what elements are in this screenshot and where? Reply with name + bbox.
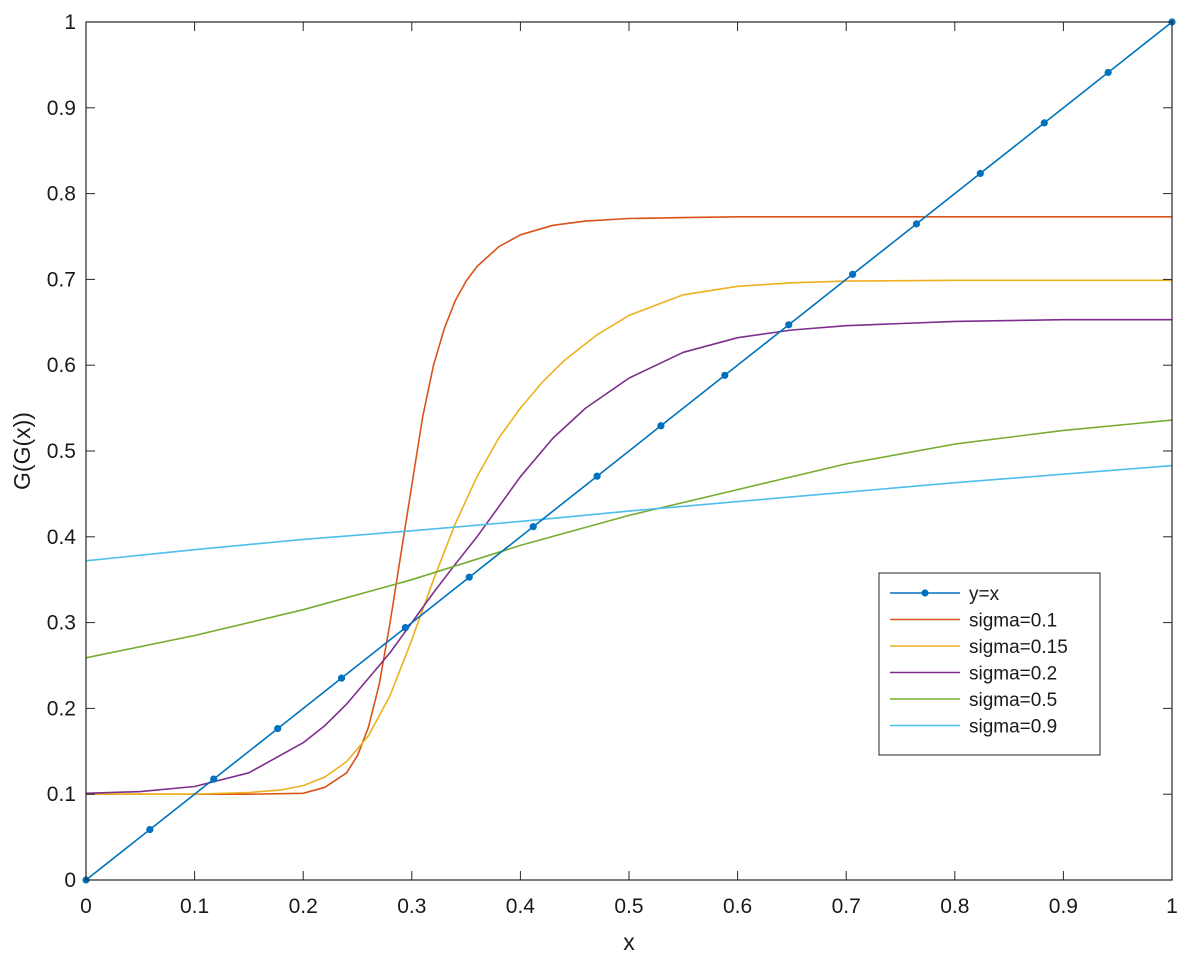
data-point	[976, 169, 984, 178]
data-point	[657, 422, 665, 430]
x-tick-label: 0.6	[723, 895, 752, 918]
data-point	[785, 321, 793, 329]
data-point	[401, 624, 409, 632]
series-sigma=0.5	[85, 419, 1173, 659]
y-tick-label: 0.6	[47, 354, 76, 377]
x-tick-label: 0	[80, 895, 92, 918]
series-sigma=0.9	[85, 464, 1173, 562]
legend-marker	[921, 589, 929, 597]
legend-entry: sigma=0.9	[890, 717, 1057, 738]
series-line	[85, 419, 1173, 659]
data-point	[210, 775, 218, 783]
legend-label: sigma=0.1	[969, 611, 1057, 632]
data-point	[274, 724, 282, 733]
legend-label: y=x	[969, 584, 1000, 605]
x-tick-label: 0.9	[1049, 895, 1078, 918]
series-line	[85, 318, 1172, 795]
y-tick-label: 0.5	[47, 440, 76, 463]
legend-label: sigma=0.9	[969, 717, 1057, 738]
x-tick-label: 0.3	[397, 895, 426, 918]
data-point	[849, 270, 857, 278]
series-line	[86, 279, 1172, 796]
legend-label: sigma=0.15	[969, 637, 1068, 658]
legend-entry: y=x	[890, 584, 1000, 605]
legend: y=x sigma=0.1 sigma=0.15 sigma=0.2 sigma=0.5…	[878, 572, 1101, 756]
data-point	[529, 523, 537, 531]
y-tick-label: 0.1	[47, 783, 76, 806]
x-tick-label: 0.5	[614, 895, 643, 918]
axis-ticks: 0 0.1 0.2 0.3 0.4 0.5 0.6 0.7 0.8 0.9 1 0 0.1 0.2 0.3 0…	[47, 11, 1178, 918]
y-tick-label: 0.3	[47, 612, 76, 635]
series-sigma=0.15	[86, 279, 1172, 796]
y-tick-label: 0.8	[47, 183, 76, 206]
x-tick-label: 0.1	[180, 895, 209, 918]
x-tick-label: 0.4	[506, 895, 536, 918]
x-tick-label: 1	[1166, 895, 1178, 918]
y-tick-label: 0	[64, 869, 76, 892]
series-line	[86, 216, 1172, 796]
data-point	[593, 472, 601, 480]
legend-entry: sigma=0.2	[890, 664, 1057, 685]
x-tick-label: 0.8	[940, 895, 969, 918]
series-layer	[82, 18, 1176, 884]
data-point	[721, 371, 729, 379]
legend-entry: sigma=0.15	[890, 637, 1068, 658]
data-point	[337, 674, 346, 682]
x-tick-label: 0.7	[832, 895, 861, 918]
data-point	[912, 220, 921, 228]
series-sigma=0.2	[85, 318, 1172, 795]
legend-entry: sigma=0.5	[890, 690, 1057, 711]
legend-label: sigma=0.2	[969, 664, 1057, 685]
series-line	[85, 21, 1173, 881]
series-y=x	[82, 18, 1176, 884]
y-tick-label: 0.4	[47, 526, 77, 549]
legend-entry: sigma=0.1	[890, 611, 1057, 632]
data-point	[465, 573, 473, 581]
data-point	[1104, 68, 1112, 77]
y-axis-label: G(G(x))	[9, 412, 35, 490]
series-line	[85, 464, 1173, 562]
x-tick-label: 0.2	[289, 895, 318, 918]
legend-box	[878, 572, 1101, 756]
x-axis-label: x	[623, 929, 635, 955]
y-tick-label: 0.2	[47, 697, 76, 720]
y-tick-label: 1	[64, 11, 76, 34]
legend-label: sigma=0.5	[969, 690, 1057, 711]
series-sigma=0.1	[86, 216, 1172, 796]
y-tick-label: 0.7	[47, 268, 76, 291]
data-point	[146, 825, 154, 834]
y-tick-label: 0.9	[47, 97, 76, 120]
data-point	[1040, 119, 1048, 127]
